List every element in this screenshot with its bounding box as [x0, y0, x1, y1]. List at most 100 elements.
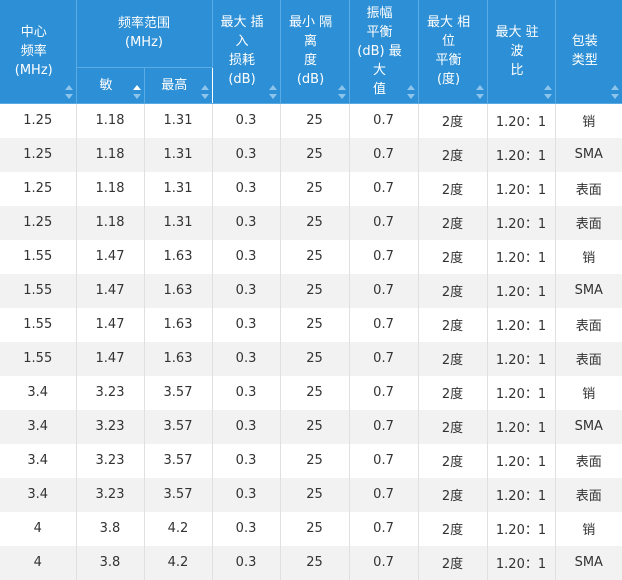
- cell-insertion-loss: 0.3: [212, 205, 281, 240]
- cell-insertion-loss: 0.3: [212, 443, 281, 478]
- cell-frequency-min: 1.18: [76, 205, 145, 240]
- table-row: 3.4 3.23 3.57 0.3 25 0.7 2度 1.20：1 SMA: [0, 409, 622, 444]
- cell-insertion-loss: 0.3: [212, 273, 281, 308]
- cell-package-type: SMA: [555, 409, 622, 444]
- header-center-frequency-line3: (MHz): [14, 62, 53, 78]
- sort-arrows-icon[interactable]: [611, 84, 620, 99]
- header-amplitude-balance-line1: 振幅: [366, 5, 393, 21]
- header-isolation-line1: 最小 隔离: [288, 15, 333, 50]
- cell-frequency-min: 1.18: [76, 137, 145, 172]
- cell-frequency-max: 1.63: [144, 239, 213, 274]
- cell-vswr: 1.20：1: [487, 409, 556, 444]
- sort-arrows-icon[interactable]: [337, 84, 346, 99]
- sort-arrows-icon[interactable]: [268, 84, 277, 99]
- table-row: 1.55 1.47 1.63 0.3 25 0.7 2度 1.20：1 表面: [0, 341, 622, 376]
- header-isolation[interactable]: 最小 隔离 度 (dB): [280, 0, 350, 104]
- cell-isolation: 25: [280, 545, 350, 580]
- sort-arrows-icon[interactable]: [475, 84, 484, 99]
- cell-package-type: 表面: [555, 341, 622, 376]
- cell-frequency-min: 1.47: [76, 307, 145, 342]
- cell-package-type: SMA: [555, 545, 622, 580]
- header-package-type[interactable]: 包装 类型: [555, 0, 622, 104]
- cell-vswr: 1.20：1: [487, 511, 556, 546]
- cell-isolation: 25: [280, 239, 350, 274]
- header-insertion-loss[interactable]: 最大 插入 损耗 (dB): [212, 0, 281, 104]
- cell-insertion-loss: 0.3: [212, 171, 281, 206]
- header-amplitude-balance[interactable]: 振幅 平衡 (dB) 最大 值: [349, 0, 419, 104]
- header-isolation-line2: 度: [304, 53, 318, 69]
- cell-center-frequency: 1.25: [0, 103, 77, 138]
- table-row: 1.25 1.18 1.31 0.3 25 0.7 2度 1.20：1 表面: [0, 171, 622, 206]
- header-center-frequency-line1: 中心: [20, 24, 47, 40]
- header-frequency-max[interactable]: 最高: [144, 67, 213, 104]
- cell-package-type: 表面: [555, 205, 622, 240]
- cell-isolation: 25: [280, 341, 350, 376]
- cell-vswr: 1.20：1: [487, 477, 556, 512]
- cell-insertion-loss: 0.3: [212, 545, 281, 580]
- cell-center-frequency: 1.55: [0, 307, 77, 342]
- cell-vswr: 1.20：1: [487, 375, 556, 410]
- sort-arrows-icon[interactable]: [201, 84, 210, 99]
- cell-frequency-min: 3.23: [76, 375, 145, 410]
- cell-frequency-min: 3.8: [76, 545, 145, 580]
- sort-ascending-icon[interactable]: [132, 84, 141, 99]
- cell-phase-balance: 2度: [418, 103, 488, 138]
- cell-phase-balance: 2度: [418, 443, 488, 478]
- header-frequency-min[interactable]: 敏: [76, 67, 145, 104]
- cell-insertion-loss: 0.3: [212, 239, 281, 274]
- table-row: 3.4 3.23 3.57 0.3 25 0.7 2度 1.20：1 表面: [0, 443, 622, 478]
- cell-phase-balance: 2度: [418, 477, 488, 512]
- header-center-frequency[interactable]: 中心 频率 (MHz): [0, 0, 77, 104]
- cell-phase-balance: 2度: [418, 307, 488, 342]
- cell-frequency-max: 4.2: [144, 511, 213, 546]
- cell-center-frequency: 3.4: [0, 443, 77, 478]
- header-phase-balance-line1: 最大 相位: [426, 15, 471, 50]
- cell-amplitude-balance: 0.7: [349, 545, 419, 580]
- cell-phase-balance: 2度: [418, 239, 488, 274]
- header-package-type-line1: 包装: [571, 34, 598, 50]
- cell-isolation: 25: [280, 273, 350, 308]
- table-row: 3.4 3.23 3.57 0.3 25 0.7 2度 1.20：1 表面: [0, 477, 622, 512]
- cell-amplitude-balance: 0.7: [349, 477, 419, 512]
- cell-phase-balance: 2度: [418, 137, 488, 172]
- cell-frequency-min: 1.18: [76, 103, 145, 138]
- table-row: 1.25 1.18 1.31 0.3 25 0.7 2度 1.20：1 表面: [0, 205, 622, 240]
- table-row: 3.4 3.23 3.57 0.3 25 0.7 2度 1.20：1 销: [0, 375, 622, 410]
- sort-arrows-icon[interactable]: [64, 84, 73, 99]
- header-isolation-line3: (dB): [296, 72, 325, 88]
- cell-insertion-loss: 0.3: [212, 409, 281, 444]
- cell-isolation: 25: [280, 511, 350, 546]
- cell-frequency-max: 4.2: [144, 545, 213, 580]
- cell-package-type: 表面: [555, 307, 622, 342]
- cell-amplitude-balance: 0.7: [349, 375, 419, 410]
- cell-isolation: 25: [280, 443, 350, 478]
- table-row: 1.25 1.18 1.31 0.3 25 0.7 2度 1.20：1 SMA: [0, 137, 622, 172]
- cell-vswr: 1.20：1: [487, 239, 556, 274]
- cell-insertion-loss: 0.3: [212, 137, 281, 172]
- cell-frequency-max: 1.63: [144, 273, 213, 308]
- cell-vswr: 1.20：1: [487, 103, 556, 138]
- cell-vswr: 1.20：1: [487, 307, 556, 342]
- sort-arrows-icon[interactable]: [406, 84, 415, 99]
- header-center-frequency-line2: 频率: [20, 43, 47, 59]
- cell-insertion-loss: 0.3: [212, 307, 281, 342]
- cell-vswr: 1.20：1: [487, 341, 556, 376]
- header-phase-balance[interactable]: 最大 相位 平衡 (度): [418, 0, 488, 104]
- cell-isolation: 25: [280, 205, 350, 240]
- cell-frequency-max: 1.63: [144, 307, 213, 342]
- sort-arrows-icon[interactable]: [543, 84, 552, 99]
- cell-phase-balance: 2度: [418, 545, 488, 580]
- cell-center-frequency: 3.4: [0, 375, 77, 410]
- cell-vswr: 1.20：1: [487, 545, 556, 580]
- cell-package-type: 销: [555, 511, 622, 546]
- cell-frequency-min: 3.23: [76, 409, 145, 444]
- cell-amplitude-balance: 0.7: [349, 171, 419, 206]
- cell-isolation: 25: [280, 137, 350, 172]
- header-vswr[interactable]: 最大 驻波 比: [487, 0, 556, 104]
- header-frequency-min-label: 敏: [99, 77, 113, 93]
- table-row: 1.55 1.47 1.63 0.3 25 0.7 2度 1.20：1 SMA: [0, 273, 622, 308]
- cell-insertion-loss: 0.3: [212, 341, 281, 376]
- table-row: 4 3.8 4.2 0.3 25 0.7 2度 1.20：1 销: [0, 511, 622, 546]
- cell-center-frequency: 4: [0, 545, 77, 580]
